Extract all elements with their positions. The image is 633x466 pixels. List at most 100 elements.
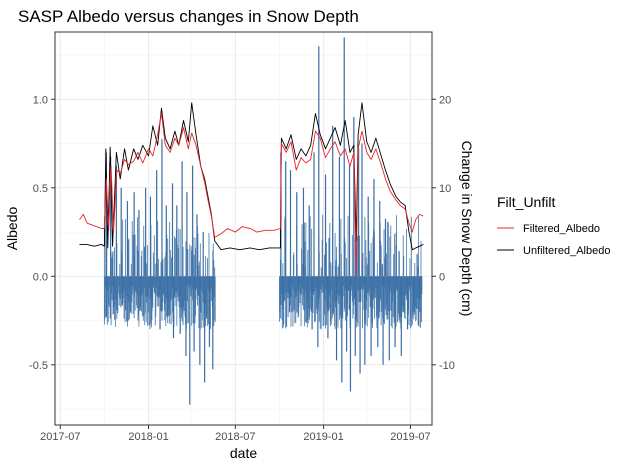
- snow-depth-bar: [185, 276, 187, 299]
- snow-depth-bar: [205, 276, 207, 319]
- snow-depth-bar: [164, 276, 166, 304]
- snow-depth-bar: [291, 276, 293, 287]
- snow-depth-bar: [286, 276, 288, 292]
- snow-depth-bar: [128, 238, 130, 277]
- snow-depth-bar: [124, 276, 125, 292]
- snow-depth-bar: [414, 276, 416, 315]
- snow-depth-bar: [324, 276, 326, 300]
- snow-depth-bar: [106, 276, 108, 325]
- snow-depth-bar: [411, 276, 413, 287]
- y2-tick-label: 0: [439, 271, 445, 283]
- snow-depth-bar: [143, 276, 145, 317]
- snow-depth-bar: [302, 276, 303, 306]
- snow-depth-bar: [153, 235, 155, 277]
- snow-depth-bar: [123, 276, 125, 319]
- snow-depth-bar: [135, 276, 137, 291]
- snow-depth-bar: [329, 276, 331, 327]
- snow-depth-bar: [204, 276, 206, 305]
- snow-depth-bar: [377, 276, 379, 317]
- snow-depth-bar: [368, 222, 370, 277]
- x-axis-title: date: [230, 445, 257, 461]
- snow-depth-bar: [332, 216, 334, 277]
- legend-title: Filt_Unfilt: [497, 194, 555, 210]
- snow-depth-bar: [340, 218, 342, 277]
- snow-depth-bar: [406, 228, 408, 277]
- snow-depth-bar: [414, 263, 416, 277]
- snow-depth-bar: [196, 276, 197, 289]
- snow-depth-bar: [339, 276, 341, 296]
- snow-depth-bar: [115, 165, 117, 277]
- snow-depth-bar: [311, 276, 313, 288]
- snow-depth-bar: [354, 276, 356, 356]
- snow-depth-bar: [304, 266, 306, 277]
- snow-depth-bar: [351, 276, 353, 291]
- snow-depth-bar: [415, 276, 417, 322]
- snow-depth-bar: [147, 276, 149, 326]
- snow-depth-bar: [121, 276, 123, 304]
- snow-depth-bar: [320, 276, 322, 289]
- snow-depth-bar: [150, 276, 152, 328]
- snow-depth-bar: [358, 147, 360, 277]
- snow-depth-bar: [373, 276, 374, 300]
- snow-depth-bar: [181, 276, 183, 322]
- snow-depth-bar: [191, 276, 193, 326]
- snow-depth-bar: [334, 232, 336, 277]
- snow-depth-bar: [395, 232, 397, 277]
- snow-depth-bar: [282, 276, 284, 310]
- snow-depth-bar: [133, 192, 135, 277]
- snow-depth-bar: [382, 276, 384, 329]
- snow-depth-bar: [177, 276, 179, 298]
- snow-depth-bar: [160, 276, 161, 290]
- snow-depth-bar: [159, 276, 161, 298]
- snow-depth-bar: [120, 187, 122, 277]
- snow-depth-bar: [206, 276, 208, 319]
- snow-depth-bar: [326, 276, 328, 313]
- snow-depth-bar: [300, 276, 302, 294]
- snow-depth-bar: [151, 276, 153, 321]
- snow-depth-bar: [113, 276, 115, 288]
- snow-depth-bar: [199, 243, 201, 277]
- snow-depth-bar: [137, 276, 139, 321]
- snow-depth-bar: [134, 276, 136, 311]
- snow-depth-bar: [337, 266, 339, 277]
- snow-depth-bar: [143, 225, 145, 277]
- snow-depth-bar: [368, 276, 370, 318]
- snow-depth-bar: [176, 276, 178, 326]
- snow-depth-bar: [146, 276, 148, 303]
- snow-depth-bar: [308, 276, 310, 310]
- panel-border: [54, 31, 433, 426]
- snow-depth-bar: [194, 237, 196, 277]
- snow-depth-bar: [301, 248, 302, 277]
- snow-depth-bar: [378, 276, 380, 320]
- snow-depth-bar: [347, 276, 349, 291]
- snow-depth-bar: [313, 276, 314, 295]
- snow-depth-bar: [330, 276, 332, 325]
- snow-depth-bar: [149, 276, 151, 300]
- legend-label-filtered: Filtered_Albedo: [523, 223, 600, 235]
- snow-depth-bar: [289, 276, 290, 313]
- snow-depth-bar: [325, 276, 326, 329]
- snow-depth-bar: [353, 276, 355, 298]
- snow-depth-bar: [343, 276, 345, 312]
- snow-depth-bar: [348, 276, 350, 310]
- snow-depth-bar: [186, 276, 188, 302]
- snow-depth-bar: [326, 276, 328, 307]
- snow-depth-bar: [376, 276, 378, 294]
- snow-depth-bar: [359, 276, 361, 374]
- snow-depth-bar: [360, 276, 362, 302]
- snow-depth-bar: [356, 276, 358, 328]
- snow-depth-bar: [284, 276, 286, 302]
- snow-depth-bar: [405, 276, 407, 296]
- snow-depth-bar: [111, 276, 113, 293]
- snow-depth-bar: [156, 276, 158, 307]
- snow-depth-bar: [375, 276, 377, 288]
- snow-depth-bar: [287, 276, 289, 318]
- snow-depth-bar: [114, 276, 116, 307]
- snow-depth-bar: [159, 276, 161, 330]
- snow-depth-bar: [207, 276, 209, 289]
- snow-depth-bar: [137, 276, 138, 295]
- snow-depth-bar: [193, 276, 195, 318]
- snow-depth-bar: [318, 276, 320, 322]
- snow-depth-bar: [318, 234, 320, 277]
- snow-depth-bar: [175, 276, 177, 294]
